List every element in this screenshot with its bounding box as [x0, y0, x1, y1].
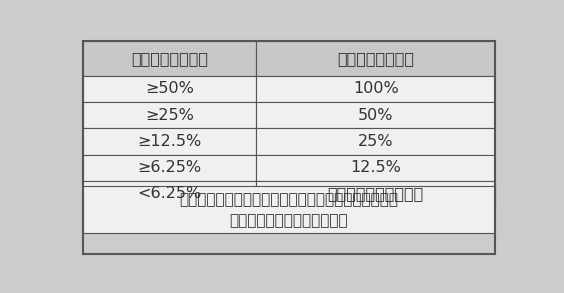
Bar — [83, 154, 256, 181]
Text: ≥12.5%: ≥12.5% — [137, 134, 201, 149]
Text: 当前剩余负荷能力: 当前剩余负荷能力 — [131, 51, 208, 66]
Bar — [83, 186, 495, 234]
Bar — [256, 42, 495, 76]
Text: 不允许充电，进入排队: 不允许充电，进入排队 — [328, 186, 424, 202]
Text: 25%: 25% — [358, 134, 394, 149]
Bar — [83, 76, 256, 102]
Bar — [83, 181, 256, 207]
Bar — [256, 154, 495, 181]
Bar — [256, 102, 495, 128]
Bar — [256, 181, 495, 207]
Text: 50%: 50% — [358, 108, 394, 122]
Text: ≥25%: ≥25% — [145, 108, 194, 122]
Bar — [83, 102, 256, 128]
Text: 12.5%: 12.5% — [350, 160, 401, 175]
Bar — [256, 128, 495, 154]
Bar — [83, 128, 256, 154]
Text: 100%: 100% — [353, 81, 399, 96]
Bar — [83, 42, 256, 76]
Text: ≥6.25%: ≥6.25% — [137, 160, 201, 175]
Text: 最大允许充电功率: 最大允许充电功率 — [337, 51, 414, 66]
Text: ≥50%: ≥50% — [145, 81, 194, 96]
Text: 根据实际计算得出的最大允许充电功率小于标准値时，
不允许充电，进入排队模式。: 根据实际计算得出的最大允许充电功率小于标准値时， 不允许充电，进入排队模式。 — [179, 192, 399, 228]
Text: <6.25%: <6.25% — [137, 186, 201, 202]
Bar — [256, 76, 495, 102]
